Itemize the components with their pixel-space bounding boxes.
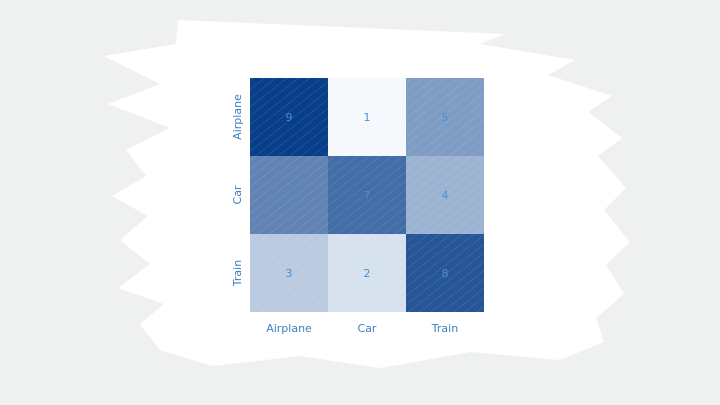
- cell-value-label: 1: [364, 111, 371, 124]
- x-tick-label-train: Train: [431, 322, 458, 335]
- cell-sketch-texture: [406, 78, 484, 156]
- cell-value-label: 7: [364, 189, 371, 202]
- cell-sketch-texture: [250, 156, 328, 234]
- x-tick-label-airplane: Airplane: [266, 322, 312, 335]
- cell-sketch-texture: [328, 234, 406, 312]
- cell-sketch-texture: [250, 78, 328, 156]
- y-tick-label-train: Train: [231, 260, 244, 287]
- cell-sketch-texture: [406, 156, 484, 234]
- cell-value-label: 9: [286, 111, 293, 124]
- y-tick-label-car: Car: [231, 185, 244, 204]
- cell-value-label: 3: [286, 267, 293, 280]
- cell-value-label: 5: [442, 111, 449, 124]
- cell-sketch-texture: [406, 234, 484, 312]
- cell-sketch-texture: [328, 78, 406, 156]
- cell-sketch-texture: [250, 234, 328, 312]
- cell-value-label: 8: [442, 267, 449, 280]
- cell-sketch-texture: [328, 156, 406, 234]
- cell-value-label: 2: [364, 267, 371, 280]
- x-tick-label-car: Car: [358, 322, 377, 335]
- cell-value-label: 6: [286, 189, 293, 202]
- y-tick-label-airplane: Airplane: [231, 94, 244, 140]
- cell-value-label: 4: [442, 189, 449, 202]
